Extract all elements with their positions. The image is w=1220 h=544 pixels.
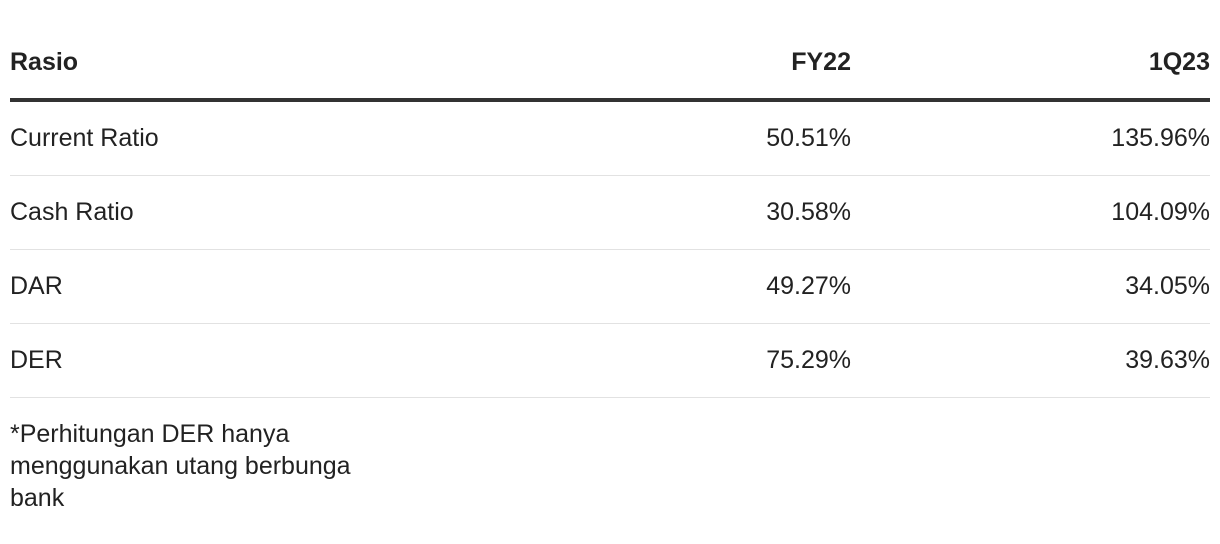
label-cell: Current Ratio (10, 100, 510, 176)
value-cell: 135.96% (851, 100, 1210, 176)
value-cell: 49.27% (510, 249, 851, 324)
value-cell: 39.63% (851, 323, 1210, 398)
table-row: DER 75.29% 39.63% (10, 323, 1210, 398)
value-cell: 34.05% (851, 249, 1210, 324)
table-body: Current Ratio 50.51% 135.96% Cash Ratio 30.5… (10, 100, 1210, 398)
value-cell: 30.58% (510, 175, 851, 250)
label-cell: DER (10, 323, 510, 398)
header-cell: FY22 (510, 26, 851, 102)
table-row: DAR 49.27% 34.05% (10, 249, 1210, 324)
table-row: Cash Ratio 30.58% 104.09% (10, 175, 1210, 250)
value-cell: 104.09% (851, 175, 1210, 250)
ratio-table: Rasio FY22 1Q23 Current Ratio 50.51% 135.96%… (10, 26, 1210, 398)
header-cell: Rasio (10, 26, 510, 102)
value-cell: 75.29% (510, 323, 851, 398)
header-row: Rasio FY22 1Q23 (10, 26, 1210, 102)
value-cell: 50.51% (510, 100, 851, 176)
label-cell: Cash Ratio (10, 175, 510, 250)
label-cell: DAR (10, 249, 510, 324)
footnote: *Perhitungan DER hanya menggunakan utang… (10, 420, 351, 512)
header-cell: 1Q23 (851, 26, 1210, 102)
table-row: Current Ratio 50.51% 135.96% (10, 100, 1210, 176)
